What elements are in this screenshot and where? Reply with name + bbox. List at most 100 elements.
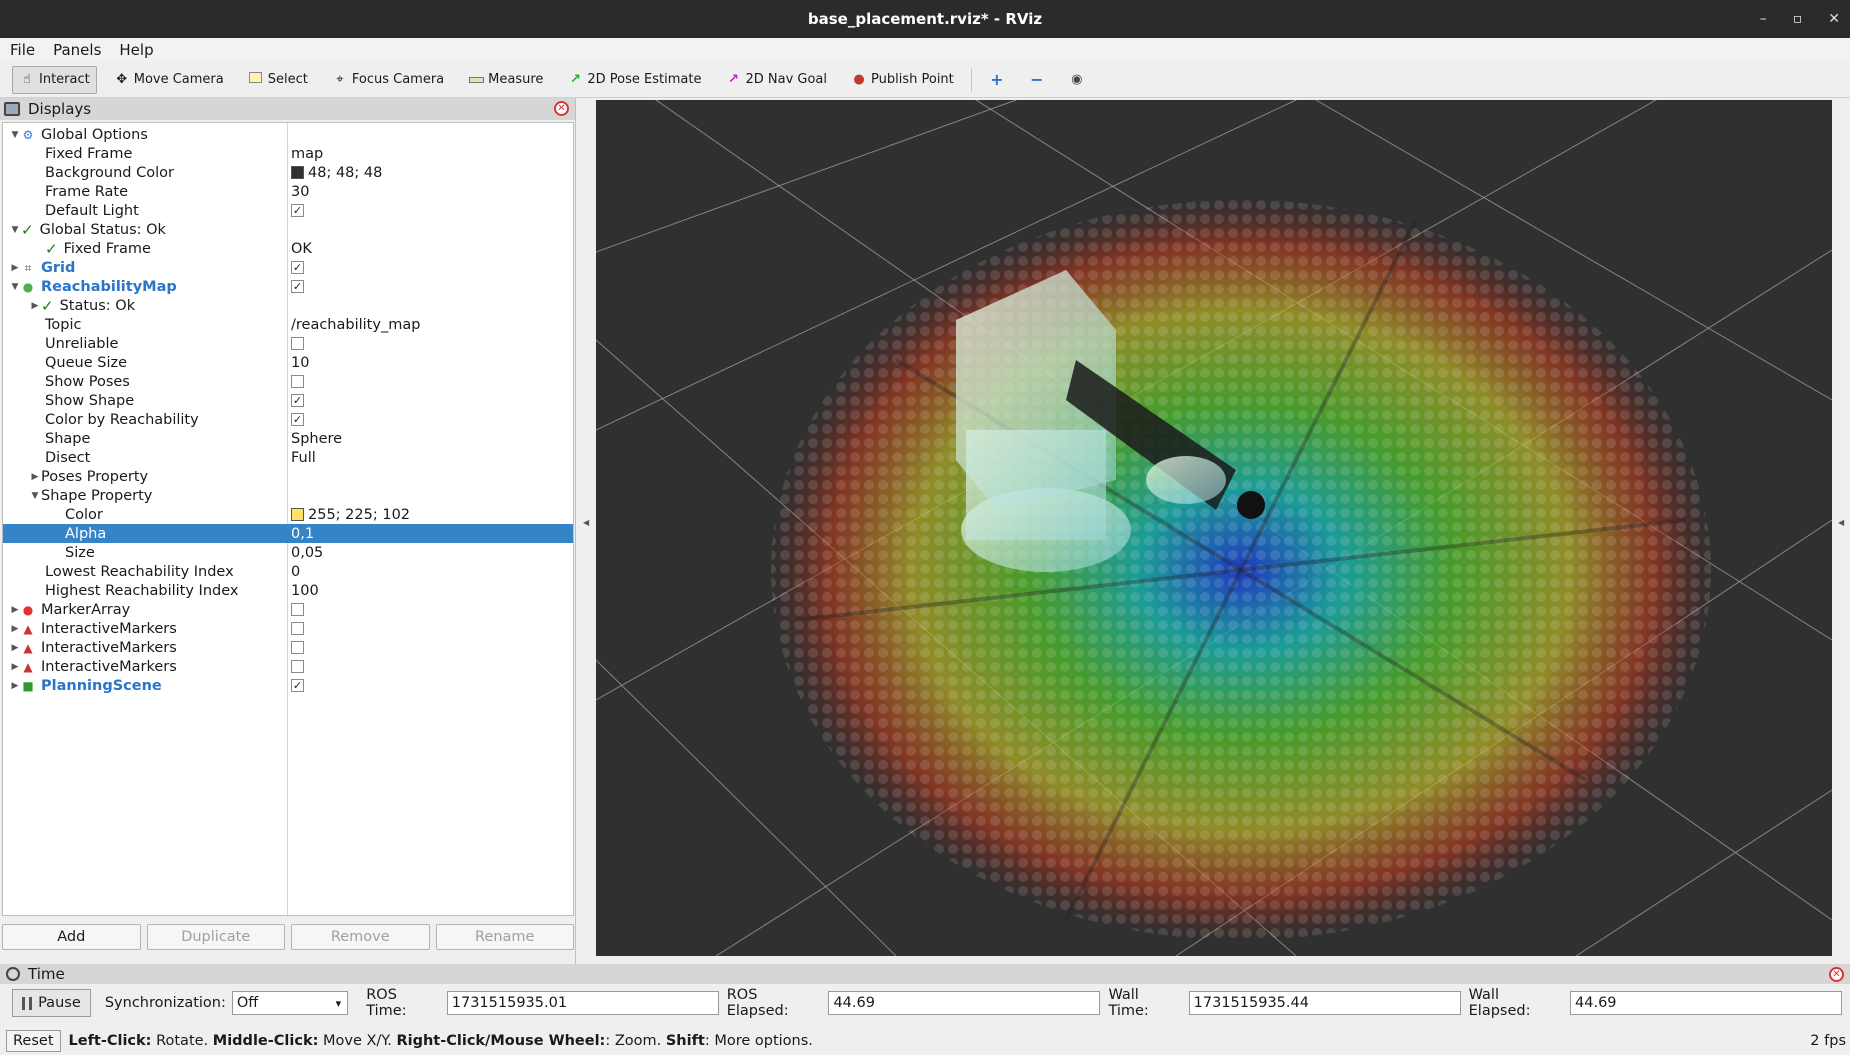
tree-row-interactive-markers-1[interactable]: ▶ ▲ InteractiveMarkers xyxy=(3,619,573,638)
size-value[interactable]: 0,05 xyxy=(291,544,324,561)
reachability-map-checkbox[interactable]: ✓ xyxy=(291,280,304,293)
color-by-reachability-checkbox[interactable]: ✓ xyxy=(291,413,304,426)
planning-scene-checkbox[interactable]: ✓ xyxy=(291,679,304,692)
add-tool-button[interactable]: + xyxy=(982,66,1012,94)
collapsed-arrow-icon[interactable]: ▶ xyxy=(11,623,19,634)
interact-tool-button[interactable]: ☝ Interact xyxy=(12,65,97,94)
collapsed-arrow-icon[interactable]: ▶ xyxy=(31,300,39,311)
ros-elapsed-field[interactable]: 44.69 xyxy=(828,991,1101,1015)
focus-camera-button[interactable]: ⌖ Focus Camera xyxy=(325,66,451,94)
collapsed-arrow-icon[interactable]: ▶ xyxy=(31,471,39,482)
tree-row-show-shape[interactable]: Show Shape ✓ xyxy=(3,391,573,410)
tree-row-global-options[interactable]: ▼ ⚙ Global Options xyxy=(3,125,573,144)
right-splitter[interactable]: ◀ xyxy=(1832,98,1850,964)
tree-row-grid[interactable]: ▶ ⌗ Grid ✓ xyxy=(3,258,573,277)
minimize-icon[interactable]: – xyxy=(1759,11,1767,27)
menu-file[interactable]: File xyxy=(10,41,36,59)
tree-row-planning-scene[interactable]: ▶ ■ PlanningScene ✓ xyxy=(3,676,573,695)
default-light-checkbox[interactable]: ✓ xyxy=(291,204,304,217)
wall-elapsed-field[interactable]: 44.69 xyxy=(1570,991,1842,1015)
tree-row-frame-rate[interactable]: Frame Rate 30 xyxy=(3,182,573,201)
shape-value[interactable]: Sphere xyxy=(291,430,343,447)
expand-arrow-icon[interactable]: ▼ xyxy=(31,490,39,501)
duplicate-button[interactable]: Duplicate xyxy=(146,924,285,950)
collapsed-arrow-icon[interactable]: ▶ xyxy=(11,680,19,691)
sync-select[interactable]: Off xyxy=(231,991,349,1015)
tree-row-status-fixed-frame[interactable]: ✓ Fixed Frame OK xyxy=(3,239,573,258)
close-panel-icon[interactable]: ✕ xyxy=(1829,967,1844,982)
tree-row-disect[interactable]: Disect Full xyxy=(3,448,573,467)
measure-button[interactable]: Measure xyxy=(461,66,550,94)
move-camera-button[interactable]: ✥ Move Camera xyxy=(107,66,231,94)
color-swatch[interactable] xyxy=(291,508,304,521)
expand-arrow-icon[interactable]: ▼ xyxy=(11,281,19,292)
remove-tool-button[interactable]: − xyxy=(1022,66,1052,94)
fixed-frame-value[interactable]: map xyxy=(291,145,324,162)
tree-row-global-status[interactable]: ▼ ✓ Global Status: Ok xyxy=(3,220,573,239)
tree-row-color-by-reachability[interactable]: Color by Reachability ✓ xyxy=(3,410,573,429)
nav-goal-button[interactable]: ↗ 2D Nav Goal xyxy=(718,66,834,94)
reset-button[interactable]: Reset xyxy=(6,1030,61,1052)
tree-row-queue-size[interactable]: Queue Size 10 xyxy=(3,353,573,372)
tree-row-highest-index[interactable]: Highest Reachability Index 100 xyxy=(3,581,573,600)
tree-row-show-poses[interactable]: Show Poses xyxy=(3,372,573,391)
tree-row-default-light[interactable]: Default Light ✓ xyxy=(3,201,573,220)
collapsed-arrow-icon[interactable]: ▶ xyxy=(11,642,19,653)
tree-row-poses-property[interactable]: ▶ Poses Property xyxy=(3,467,573,486)
tree-row-interactive-markers-2[interactable]: ▶ ▲ InteractiveMarkers xyxy=(3,638,573,657)
3d-viewport[interactable] xyxy=(596,100,1832,956)
frame-rate-value[interactable]: 30 xyxy=(291,183,310,200)
background-color-swatch[interactable] xyxy=(291,166,304,179)
tree-row-reachability-map[interactable]: ▼ ● ReachabilityMap ✓ xyxy=(3,277,573,296)
rename-button[interactable]: Rename xyxy=(435,924,574,950)
lowest-index-value[interactable]: 0 xyxy=(291,563,301,580)
alpha-value[interactable]: 0,1 xyxy=(291,525,315,542)
collapsed-arrow-icon[interactable]: ▶ xyxy=(11,661,19,672)
ros-time-field[interactable]: 1731515935.01 xyxy=(446,991,719,1015)
tree-row-alpha[interactable]: Alpha 0,1 xyxy=(3,524,573,543)
tree-row-background-color[interactable]: Background Color 48; 48; 48 xyxy=(3,163,573,182)
publish-point-button[interactable]: ● Publish Point xyxy=(844,66,961,94)
menu-help[interactable]: Help xyxy=(119,41,154,59)
tree-row-shape-property[interactable]: ▼ Shape Property xyxy=(3,486,573,505)
background-color-value[interactable]: 48; 48; 48 xyxy=(308,164,383,181)
grid-checkbox[interactable]: ✓ xyxy=(291,261,304,274)
show-poses-checkbox[interactable] xyxy=(291,375,304,388)
pause-button[interactable]: Pause xyxy=(12,989,91,1017)
queue-size-value[interactable]: 10 xyxy=(291,354,310,371)
maximize-icon[interactable]: ▫ xyxy=(1792,11,1803,27)
collapsed-arrow-icon[interactable]: ▶ xyxy=(11,604,19,615)
tree-row-lowest-index[interactable]: Lowest Reachability Index 0 xyxy=(3,562,573,581)
topic-value[interactable]: /reachability_map xyxy=(291,316,421,333)
color-value[interactable]: 255; 225; 102 xyxy=(308,506,411,523)
select-tool-button[interactable]: Select xyxy=(241,66,315,94)
expand-arrow-icon[interactable]: ▼ xyxy=(11,224,19,235)
tree-row-interactive-markers-3[interactable]: ▶ ▲ InteractiveMarkers xyxy=(3,657,573,676)
left-splitter[interactable]: ◀ xyxy=(577,98,595,964)
close-icon[interactable]: ✕ xyxy=(1828,11,1840,27)
disect-value[interactable]: Full xyxy=(291,449,316,466)
interactive-markers-checkbox[interactable] xyxy=(291,641,304,654)
show-shape-checkbox[interactable]: ✓ xyxy=(291,394,304,407)
interactive-markers-checkbox[interactable] xyxy=(291,660,304,673)
unreliable-checkbox[interactable] xyxy=(291,337,304,350)
collapsed-arrow-icon[interactable]: ▶ xyxy=(11,262,19,273)
tree-row-shape[interactable]: Shape Sphere xyxy=(3,429,573,448)
marker-array-checkbox[interactable] xyxy=(291,603,304,616)
wall-time-field[interactable]: 1731515935.44 xyxy=(1188,991,1461,1015)
tree-row-status-ok[interactable]: ▶ ✓ Status: Ok xyxy=(3,296,573,315)
tree-row-fixed-frame[interactable]: Fixed Frame map xyxy=(3,144,573,163)
expand-arrow-icon[interactable]: ▼ xyxy=(11,129,19,140)
close-panel-icon[interactable]: ✕ xyxy=(554,101,569,116)
tree-row-size[interactable]: Size 0,05 xyxy=(3,543,573,562)
tree-row-unreliable[interactable]: Unreliable xyxy=(3,334,573,353)
tool-properties-button[interactable]: ◉ xyxy=(1062,66,1092,94)
remove-button[interactable]: Remove xyxy=(291,924,430,950)
highest-index-value[interactable]: 100 xyxy=(291,582,319,599)
tree-row-topic[interactable]: Topic /reachability_map xyxy=(3,315,573,334)
add-button[interactable]: Add xyxy=(2,924,141,950)
menu-panels[interactable]: Panels xyxy=(53,41,102,59)
tree-row-marker-array[interactable]: ▶ ● MarkerArray xyxy=(3,600,573,619)
interactive-markers-checkbox[interactable] xyxy=(291,622,304,635)
tree-row-color[interactable]: Color 255; 225; 102 xyxy=(3,505,573,524)
